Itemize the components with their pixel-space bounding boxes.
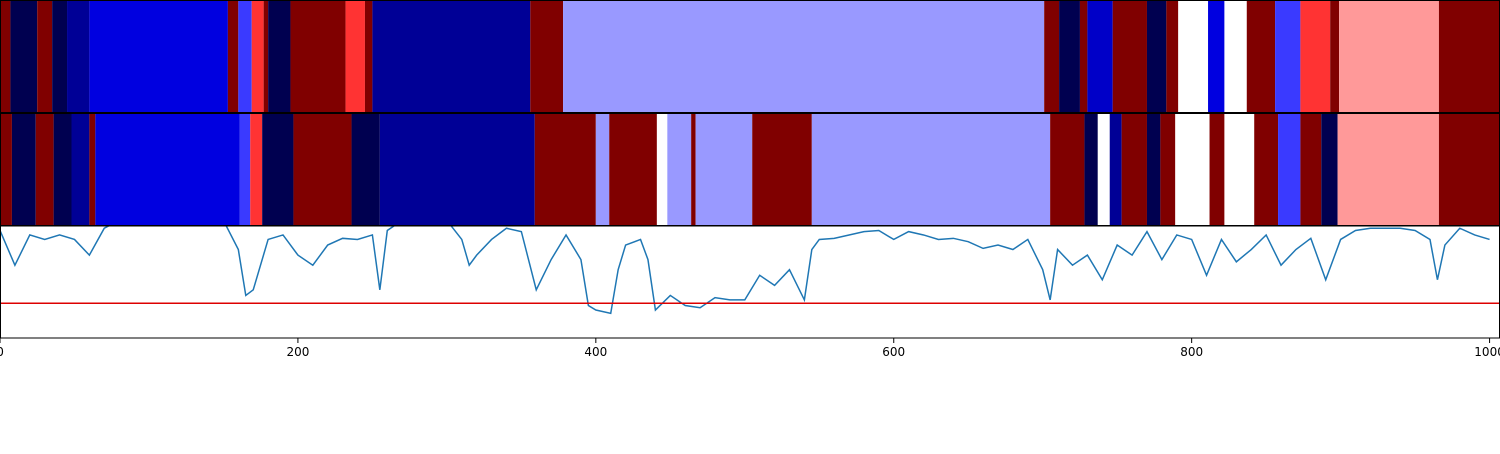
segment	[1146, 0, 1167, 112]
segment	[351, 113, 380, 225]
segment	[0, 113, 12, 225]
segment	[89, 113, 96, 225]
x-tick-label: 0	[0, 345, 4, 359]
segment	[1084, 113, 1098, 225]
x-tick-label: 600	[882, 345, 905, 359]
segment	[1339, 0, 1439, 112]
segment	[71, 113, 90, 225]
segment	[89, 0, 228, 112]
segment	[1121, 113, 1147, 225]
segment	[1224, 0, 1247, 112]
segment	[1438, 0, 1500, 112]
segment	[811, 113, 1051, 225]
segment	[1278, 113, 1301, 225]
segment	[1079, 0, 1088, 112]
segment	[95, 113, 240, 225]
segment	[251, 0, 264, 112]
segment	[752, 113, 812, 225]
line-series	[0, 226, 1490, 315]
segment	[67, 0, 90, 112]
segment	[1097, 113, 1110, 225]
segment	[1166, 0, 1179, 112]
segment	[52, 0, 68, 112]
segment	[1109, 113, 1122, 225]
segment	[1321, 113, 1338, 225]
segment	[1330, 0, 1340, 112]
plot-area	[0, 226, 1490, 315]
segment	[1208, 0, 1225, 112]
segment	[1178, 0, 1209, 112]
segment	[1087, 0, 1113, 112]
segment	[238, 0, 252, 112]
panel-frame	[0, 225, 1500, 339]
segment	[345, 0, 365, 112]
segment	[53, 113, 72, 225]
segment	[37, 0, 53, 112]
segment	[530, 0, 564, 112]
segment	[1300, 113, 1322, 225]
segment	[1175, 113, 1210, 225]
segment	[293, 113, 352, 225]
segment	[0, 0, 11, 112]
segment	[1146, 113, 1161, 225]
segment	[1112, 0, 1147, 112]
segment	[1044, 0, 1060, 112]
segment	[35, 113, 54, 225]
segment	[691, 113, 696, 225]
segment	[1275, 0, 1301, 112]
segment	[595, 113, 610, 225]
segment	[10, 0, 38, 112]
segment	[1254, 113, 1279, 225]
segment	[1050, 113, 1085, 225]
segment	[534, 113, 596, 225]
segment	[1160, 113, 1176, 225]
segment	[1438, 113, 1500, 225]
segment	[262, 113, 294, 225]
segment	[239, 113, 251, 225]
segment	[1224, 113, 1255, 225]
segment	[364, 0, 373, 112]
segment	[656, 113, 668, 225]
segment	[1059, 0, 1080, 112]
segment	[11, 113, 36, 225]
x-tick-label: 800	[1180, 345, 1203, 359]
segment	[609, 113, 657, 225]
segment	[1300, 0, 1331, 112]
segment	[250, 113, 263, 225]
segment	[372, 0, 531, 112]
segment	[1246, 0, 1276, 112]
segment	[563, 0, 1045, 112]
segment	[290, 0, 346, 112]
segment	[695, 113, 753, 225]
segment	[1209, 113, 1225, 225]
segment	[1337, 113, 1439, 225]
x-tick-label: 1000	[1474, 345, 1500, 359]
segment	[667, 113, 692, 225]
segment	[268, 0, 291, 112]
segment	[379, 113, 535, 225]
x-tick-label: 400	[584, 345, 607, 359]
x-tick-label: 200	[286, 345, 309, 359]
segment	[263, 0, 269, 112]
segment	[227, 0, 239, 112]
